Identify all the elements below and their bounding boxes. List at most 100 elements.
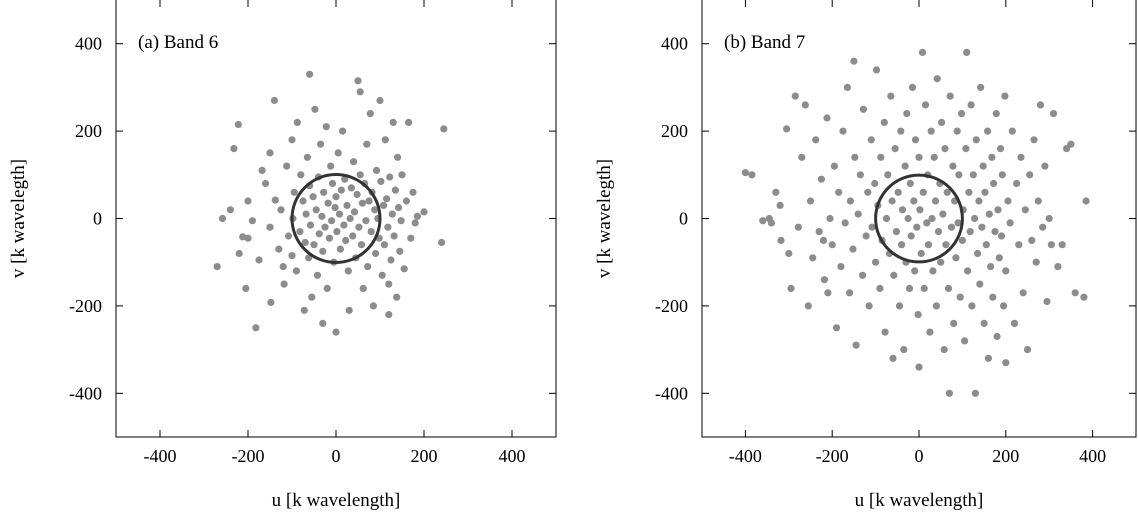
data-point-band7-188 bbox=[1080, 293, 1088, 301]
data-point-band7-90 bbox=[926, 328, 934, 336]
data-point-band6-1 bbox=[218, 214, 227, 223]
data-point-band7-189 bbox=[1082, 197, 1090, 205]
data-point-band7-72 bbox=[907, 232, 915, 240]
data-point-band7-39 bbox=[864, 188, 872, 196]
data-point-band6-34 bbox=[303, 153, 311, 161]
data-point-band7-174 bbox=[1032, 258, 1040, 266]
data-point-band7-190 bbox=[785, 249, 793, 258]
data-point-band7-55 bbox=[887, 92, 895, 100]
data-point-band7-9 bbox=[794, 223, 802, 231]
data-point-band6-96 bbox=[371, 206, 379, 214]
data-point-band6-126 bbox=[409, 188, 417, 196]
data-point-band7-180 bbox=[1045, 214, 1053, 223]
data-point-band6-120 bbox=[397, 217, 405, 225]
data-point-band7-129 bbox=[968, 302, 976, 310]
data-point-band6-103 bbox=[378, 271, 386, 279]
data-point-band7-58 bbox=[891, 145, 899, 153]
data-point-band7-124 bbox=[963, 48, 971, 57]
data-point-band7-11 bbox=[801, 101, 809, 109]
data-point-band7-77 bbox=[913, 223, 921, 231]
data-point-band6-80 bbox=[353, 190, 361, 199]
data-point-band6-54 bbox=[325, 234, 333, 242]
data-point-band6-53 bbox=[324, 199, 332, 207]
data-point-band6-13 bbox=[266, 223, 274, 231]
data-point-band7-12 bbox=[804, 302, 812, 310]
data-point-band7-104 bbox=[941, 145, 949, 153]
data-point-band7-6 bbox=[783, 125, 791, 133]
data-point-band6-82 bbox=[355, 223, 363, 231]
data-point-band6-106 bbox=[381, 136, 389, 144]
data-point-band7-150 bbox=[991, 228, 999, 236]
data-point-band7-193 bbox=[889, 354, 897, 362]
data-point-band7-43 bbox=[871, 179, 879, 188]
data-point-band6-59 bbox=[331, 204, 339, 212]
data-point-band6-83 bbox=[356, 171, 364, 179]
y-tick-label-band6--200: -200 bbox=[69, 296, 102, 316]
data-point-band6-116 bbox=[393, 293, 401, 301]
data-point-band6-2 bbox=[226, 206, 234, 214]
data-point-band7-0 bbox=[741, 169, 750, 177]
data-point-band7-158 bbox=[1000, 302, 1008, 310]
data-point-band7-108 bbox=[945, 389, 954, 397]
data-point-band6-9 bbox=[252, 324, 260, 332]
data-point-band6-37 bbox=[306, 221, 315, 229]
data-point-band6-57 bbox=[328, 179, 337, 188]
data-point-band7-60 bbox=[894, 188, 902, 196]
data-point-band7-148 bbox=[989, 293, 997, 301]
data-point-band6-0 bbox=[213, 263, 221, 271]
data-point-band7-87 bbox=[923, 219, 931, 227]
data-point-band6-91 bbox=[365, 197, 373, 205]
data-point-band6-127 bbox=[411, 219, 419, 227]
data-point-band7-179 bbox=[1043, 297, 1051, 306]
data-point-band7-147 bbox=[988, 153, 996, 161]
data-point-band6-85 bbox=[358, 199, 366, 207]
data-point-band7-71 bbox=[906, 179, 914, 188]
data-point-band6-55 bbox=[327, 162, 335, 170]
data-point-band7-144 bbox=[984, 354, 993, 362]
x-tick-label-band6-0: 0 bbox=[332, 446, 341, 466]
data-point-band7-167 bbox=[1017, 153, 1025, 161]
data-point-band7-5 bbox=[777, 236, 785, 244]
data-point-band7-163 bbox=[1008, 127, 1016, 135]
data-point-band6-23 bbox=[288, 136, 296, 144]
data-point-band6-26 bbox=[292, 267, 300, 275]
data-point-band6-41 bbox=[311, 105, 319, 113]
data-point-band6-32 bbox=[301, 238, 309, 247]
data-point-band6-25 bbox=[290, 188, 298, 196]
data-point-band7-64 bbox=[898, 206, 907, 214]
data-point-band7-7 bbox=[787, 284, 795, 292]
y-tick-label-band6-0: 0 bbox=[93, 209, 102, 229]
y-axis-ticks-band-7: -400 -200 0 200 400 bbox=[655, 34, 1136, 403]
x-axis-ticks-band-6: -400 -200 0 200 400 bbox=[144, 0, 526, 466]
data-point-band6-73 bbox=[345, 306, 353, 314]
data-point-band7-10 bbox=[798, 153, 806, 161]
data-point-band6-39 bbox=[309, 193, 317, 201]
data-point-band7-45 bbox=[872, 66, 881, 74]
data-point-band6-131 bbox=[438, 238, 446, 247]
data-point-band7-185 bbox=[1063, 145, 1071, 153]
data-point-band7-100 bbox=[937, 258, 945, 266]
data-point-band7-119 bbox=[957, 110, 966, 118]
data-point-band7-136 bbox=[976, 280, 984, 288]
data-point-band6-75 bbox=[347, 184, 355, 192]
data-point-band6-93 bbox=[367, 228, 375, 236]
data-point-band6-21 bbox=[284, 232, 293, 240]
data-point-band6-27 bbox=[293, 118, 301, 126]
data-point-band7-51 bbox=[881, 328, 889, 336]
y-tick-label-band6--400: -400 bbox=[69, 383, 102, 403]
data-point-band6-43 bbox=[313, 271, 322, 279]
data-point-band6-61 bbox=[332, 193, 340, 201]
data-point-band7-186 bbox=[1067, 140, 1075, 148]
data-point-band6-14 bbox=[267, 298, 275, 306]
plot-frame-band-6 bbox=[115, 0, 557, 438]
data-point-band6-134 bbox=[279, 263, 287, 271]
data-point-band7-13 bbox=[806, 197, 815, 205]
data-point-band7-97 bbox=[933, 75, 941, 83]
data-point-band6-28 bbox=[296, 228, 304, 236]
data-point-band7-17 bbox=[817, 175, 826, 183]
data-point-band6-51 bbox=[322, 123, 330, 131]
data-point-band6-74 bbox=[346, 214, 354, 223]
data-point-band7-154 bbox=[995, 254, 1003, 262]
data-point-band7-196 bbox=[767, 219, 776, 227]
data-point-band6-119 bbox=[396, 247, 404, 255]
